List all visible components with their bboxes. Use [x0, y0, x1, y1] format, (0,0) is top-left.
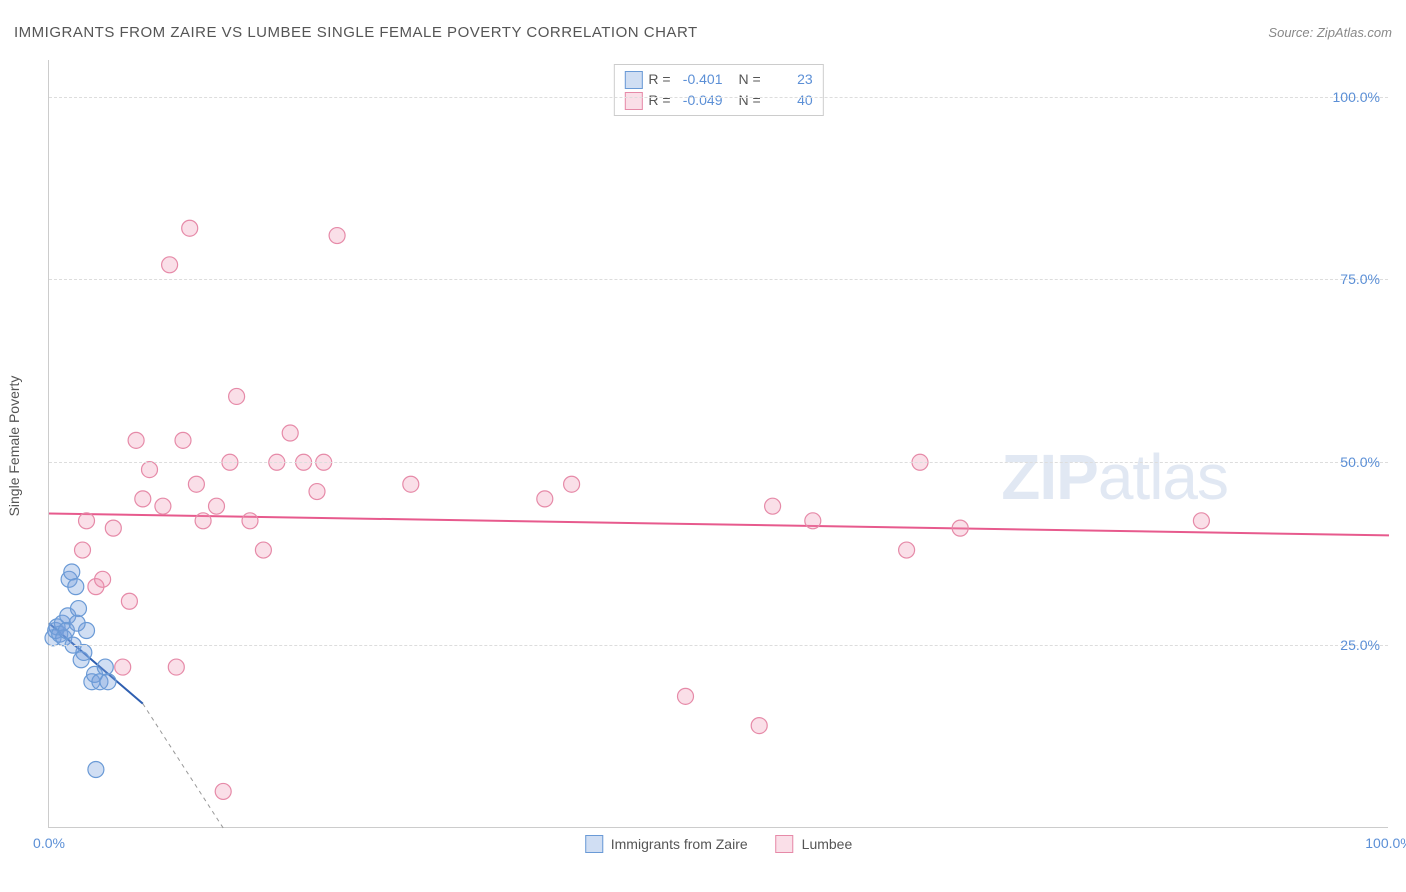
series-legend-item: Immigrants from Zaire [585, 835, 748, 853]
r-value: -0.049 [677, 90, 723, 111]
data-point [229, 388, 245, 404]
data-point [155, 498, 171, 514]
data-point [215, 783, 231, 799]
n-label: N = [739, 90, 761, 111]
title-bar: IMMIGRANTS FROM ZAIRE VS LUMBEE SINGLE F… [14, 24, 1392, 41]
data-point [70, 601, 86, 617]
chart-title: IMMIGRANTS FROM ZAIRE VS LUMBEE SINGLE F… [14, 24, 698, 41]
data-point [115, 659, 131, 675]
n-value: 23 [767, 69, 813, 90]
series-name: Immigrants from Zaire [611, 836, 748, 852]
regression-line-extrapolated [143, 704, 223, 828]
series-legend: Immigrants from Zaire Lumbee [585, 835, 853, 853]
data-point [329, 228, 345, 244]
data-point [1193, 513, 1209, 529]
data-point [952, 520, 968, 536]
legend-swatch [624, 71, 642, 89]
data-point [564, 476, 580, 492]
correlation-legend-row: R = -0.049 N = 40 [624, 90, 812, 111]
y-tick-label: 50.0% [1340, 454, 1380, 470]
chart-svg [49, 60, 1388, 827]
source-attribution: Source: ZipAtlas.com [1268, 25, 1392, 40]
legend-swatch [624, 92, 642, 110]
data-point [195, 513, 211, 529]
data-point [765, 498, 781, 514]
data-point [97, 659, 113, 675]
data-point [403, 476, 419, 492]
gridline [49, 279, 1388, 280]
y-tick-label: 100.0% [1333, 89, 1380, 105]
gridline [49, 462, 1388, 463]
legend-swatch [585, 835, 603, 853]
data-point [95, 571, 111, 587]
data-point [121, 593, 137, 609]
n-label: N = [739, 69, 761, 90]
data-point [128, 432, 144, 448]
data-point [79, 513, 95, 529]
data-point [135, 491, 151, 507]
data-point [282, 425, 298, 441]
y-tick-label: 75.0% [1340, 271, 1380, 287]
data-point [255, 542, 271, 558]
r-label: R = [648, 90, 670, 111]
correlation-legend: R = -0.401 N = 23 R = -0.049 N = 40 [613, 64, 823, 116]
data-point [309, 484, 325, 500]
data-point [68, 579, 84, 595]
data-point [751, 718, 767, 734]
x-tick-label: 0.0% [33, 835, 65, 851]
legend-swatch [776, 835, 794, 853]
data-point [175, 432, 191, 448]
gridline [49, 645, 1388, 646]
data-point [188, 476, 204, 492]
y-axis-title: Single Female Poverty [6, 376, 22, 517]
r-value: -0.401 [677, 69, 723, 90]
gridline [49, 97, 1388, 98]
data-point [88, 761, 104, 777]
data-point [105, 520, 121, 536]
series-name: Lumbee [802, 836, 853, 852]
data-point [899, 542, 915, 558]
source-label: Source: [1268, 25, 1313, 40]
data-point [64, 564, 80, 580]
series-legend-item: Lumbee [776, 835, 853, 853]
data-point [209, 498, 225, 514]
data-point [75, 542, 91, 558]
n-value: 40 [767, 90, 813, 111]
y-tick-label: 25.0% [1340, 637, 1380, 653]
data-point [182, 220, 198, 236]
data-point [678, 688, 694, 704]
x-tick-label: 100.0% [1365, 835, 1406, 851]
plot-area: ZIPatlas R =-0.401N =23R =-0.049N =40 Im… [48, 60, 1388, 828]
source-name: ZipAtlas.com [1317, 25, 1392, 40]
data-point [537, 491, 553, 507]
data-point [69, 615, 85, 631]
data-point [242, 513, 258, 529]
data-point [142, 462, 158, 478]
r-label: R = [648, 69, 670, 90]
data-point [100, 674, 116, 690]
data-point [168, 659, 184, 675]
data-point [805, 513, 821, 529]
correlation-legend-row: R = -0.401 N = 23 [624, 69, 812, 90]
data-point [162, 257, 178, 273]
